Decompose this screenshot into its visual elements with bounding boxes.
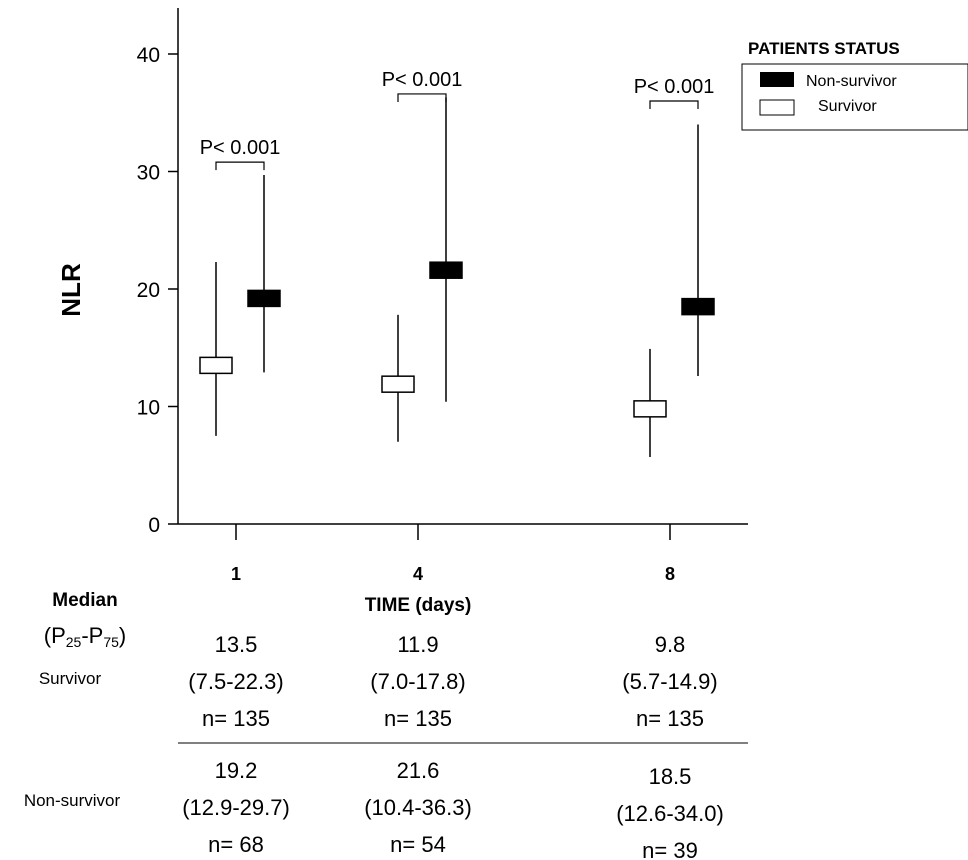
legend-swatch-survivor bbox=[759, 99, 795, 116]
x-tick-label: 8 bbox=[665, 564, 675, 584]
table-cell-n: n= 135 bbox=[202, 706, 270, 731]
table-cell-range: (12.6-34.0) bbox=[616, 801, 724, 826]
summary-table: Median (P25-P75) Survivor Non-survivor 1… bbox=[24, 590, 748, 860]
y-tick-label: 0 bbox=[148, 514, 160, 537]
table-cell-median: 18.5 bbox=[649, 764, 692, 789]
table-cell-median: 21.6 bbox=[397, 758, 440, 783]
significance-bracket bbox=[397, 93, 447, 102]
table-cell-n: n= 54 bbox=[390, 832, 446, 857]
y-tick-label: 40 bbox=[137, 44, 160, 67]
table-cell-n: n= 135 bbox=[384, 706, 452, 731]
table-cell-n: n= 135 bbox=[636, 706, 704, 731]
non-survivor-median-box bbox=[247, 289, 281, 308]
x-axis-label: TIME (days) bbox=[365, 595, 472, 616]
non-survivor-median-box bbox=[681, 297, 715, 316]
table-cell-range: (5.7-14.9) bbox=[622, 669, 717, 694]
survivor-median-box bbox=[381, 375, 415, 393]
legend-box bbox=[741, 63, 968, 131]
row-label-survivor: Survivor bbox=[39, 669, 102, 688]
table-cells: 13.5 (7.5-22.3) n= 135 11.9 (7.0-17.8) n= 135… bbox=[182, 632, 724, 860]
p-value-label: P< 0.001 bbox=[200, 137, 281, 159]
survivor-median-box bbox=[633, 400, 667, 418]
y-tick-label: 30 bbox=[137, 162, 160, 185]
table-cell-median: 19.2 bbox=[215, 758, 258, 783]
y-tick-label: 20 bbox=[137, 279, 160, 302]
table-cell-range: (12.9-29.7) bbox=[182, 795, 290, 820]
table-cell-range: (7.5-22.3) bbox=[188, 669, 283, 694]
x-tick-label: 4 bbox=[413, 564, 423, 584]
y-axis-label: NLR bbox=[56, 263, 86, 317]
table-cell-median: 11.9 bbox=[397, 632, 438, 657]
table-cell-range: (10.4-36.3) bbox=[364, 795, 472, 820]
legend-title: PATIENTS STATUS bbox=[748, 39, 900, 58]
legend-label-non-survivor: Non-survivor bbox=[806, 73, 897, 90]
table-cell-n: n= 68 bbox=[208, 832, 264, 857]
row-label-non-survivor: Non-survivor bbox=[24, 791, 121, 810]
legend-swatch-non-survivor bbox=[760, 72, 794, 87]
table-cell-n: n= 39 bbox=[642, 838, 698, 860]
legend-label-survivor: Survivor bbox=[818, 98, 877, 115]
table-cell-range: (7.0-17.8) bbox=[370, 669, 465, 694]
survivor-median-box bbox=[199, 356, 233, 375]
p-value-label: P< 0.001 bbox=[634, 76, 715, 98]
non-survivor-median-box bbox=[429, 261, 463, 279]
p-value-annotations: P< 0.001 P< 0.001 P< 0.001 bbox=[200, 69, 715, 171]
x-tick-label: 1 bbox=[231, 564, 241, 584]
table-cell-median: 13.5 bbox=[215, 632, 258, 657]
y-ticks: 0 10 20 30 40 bbox=[137, 44, 178, 537]
legend: PATIENTS STATUS Non-survivor Survivor bbox=[741, 39, 968, 131]
p-value-label: P< 0.001 bbox=[382, 69, 463, 91]
y-tick-label: 10 bbox=[137, 397, 160, 420]
significance-bracket bbox=[649, 100, 699, 109]
table-header-percentiles: (P25-P75) bbox=[44, 623, 127, 650]
significance-bracket bbox=[215, 161, 265, 171]
table-cell-median: 9.8 bbox=[655, 632, 686, 657]
table-header-median: Median bbox=[52, 590, 117, 611]
box-plots bbox=[199, 97, 715, 458]
x-ticks: 1 4 8 bbox=[231, 524, 675, 584]
